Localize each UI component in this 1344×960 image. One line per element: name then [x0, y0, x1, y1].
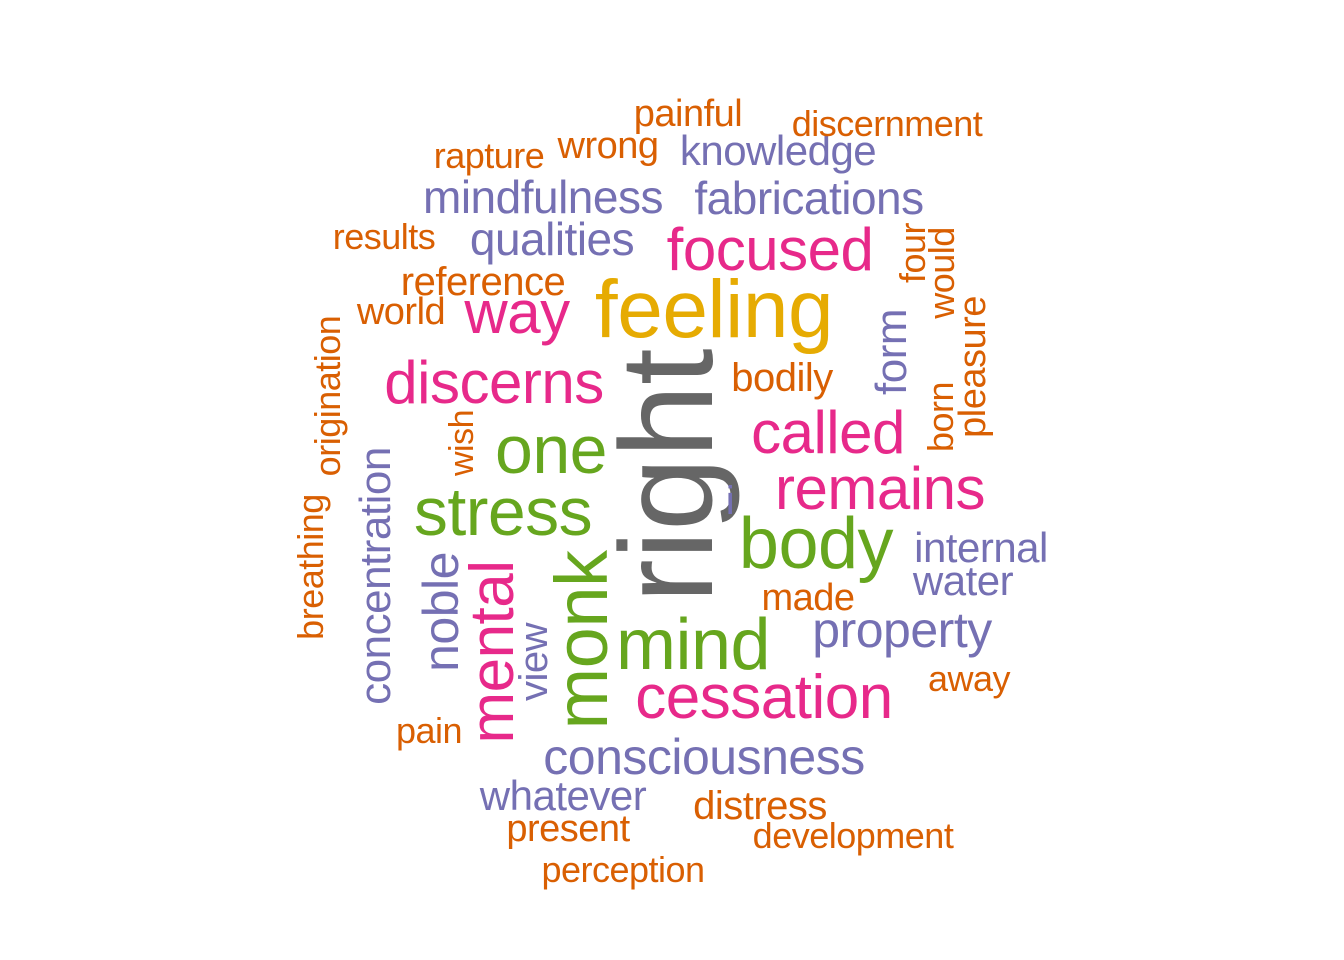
word-wrong: wrong — [557, 125, 660, 167]
word-focused: focused — [666, 216, 874, 283]
word-property: property — [812, 602, 992, 658]
word-feeling: feeling — [594, 264, 834, 355]
word-breathing: breathing — [290, 494, 331, 640]
word-mind: mind — [615, 605, 771, 685]
word-perception: perception — [541, 849, 705, 890]
word-distress: distress — [693, 784, 827, 828]
word-discernment: discernment — [791, 103, 983, 144]
word-results: results — [332, 216, 436, 257]
word-body: body — [738, 504, 894, 584]
word-present: present — [506, 808, 630, 850]
word-rapture: rapture — [433, 135, 545, 176]
word-reference: reference — [400, 260, 566, 304]
word-born: born — [920, 381, 961, 453]
word-noble: noble — [413, 552, 469, 672]
word-discerns: discerns — [384, 349, 604, 416]
word-away: away — [927, 658, 1011, 699]
word-way: way — [464, 279, 570, 346]
word-world: world — [356, 291, 446, 333]
word-consciousness: consciousness — [543, 729, 865, 785]
word-wish: wish — [443, 409, 481, 477]
word-fabrications: fabrications — [694, 172, 924, 224]
word-called: called — [751, 399, 905, 466]
word-origination: origination — [307, 315, 348, 477]
word-internal: internal — [914, 524, 1048, 571]
word-pain: pain — [395, 710, 463, 751]
word-development: development — [752, 815, 954, 856]
word-one: one — [495, 412, 607, 488]
word-made: made — [761, 577, 855, 619]
word-cessation: cessation — [635, 663, 893, 732]
word-knowledge: knowledge — [679, 127, 877, 174]
word-mindfulness: mindfulness — [423, 171, 663, 223]
word-whatever: whatever — [479, 772, 647, 819]
word-monk: monk — [540, 550, 623, 730]
word-view: view — [512, 622, 556, 702]
word-concentration: concentration — [351, 447, 400, 705]
word-painful: painful — [633, 93, 743, 135]
word-bodily: bodily — [731, 356, 833, 400]
word-form: form — [867, 309, 916, 395]
word-i: i — [725, 479, 735, 523]
word-remains: remains — [775, 455, 985, 522]
word-water: water — [912, 557, 1014, 604]
word-stress: stress — [413, 474, 593, 550]
word-qualities: qualities — [469, 213, 635, 265]
